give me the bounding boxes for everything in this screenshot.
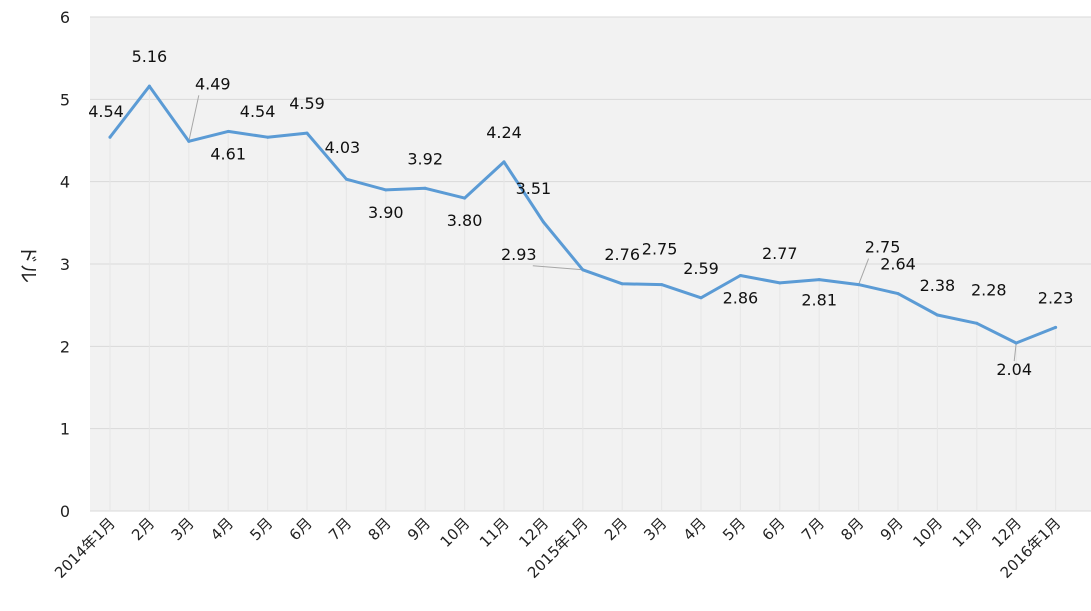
y-axis-label: ドル: [17, 245, 39, 283]
leader-line: [532, 265, 583, 271]
data-label: 3.90: [368, 203, 404, 222]
x-tick-label: 10月: [909, 514, 946, 551]
x-tick-label: 3月: [168, 514, 198, 544]
x-tick-label: 6月: [286, 514, 316, 544]
data-point: [147, 84, 151, 88]
x-tick-label: 9月: [877, 514, 907, 544]
data-label: 2.76: [604, 245, 640, 264]
data-point: [699, 296, 703, 300]
data-label: 2.64: [880, 255, 916, 274]
data-label: 2.75: [865, 238, 901, 257]
data-label: 2.23: [1038, 288, 1074, 307]
x-tick-label: 5月: [246, 514, 276, 544]
data-point: [738, 274, 742, 278]
data-point: [660, 283, 664, 287]
data-label: 4.54: [88, 102, 124, 121]
data-label: 2.04: [996, 360, 1032, 379]
data-label: 3.51: [516, 179, 552, 198]
data-label: 3.92: [407, 149, 443, 168]
data-point: [541, 220, 545, 224]
y-tick-label: 1: [60, 420, 70, 439]
leader-line: [1013, 342, 1017, 362]
data-label: 2.93: [501, 245, 537, 264]
y-tick-label: 5: [60, 90, 70, 109]
data-point: [935, 313, 939, 317]
data-label: 3.80: [447, 211, 483, 230]
data-label: 2.59: [683, 259, 719, 278]
data-point: [857, 283, 861, 287]
x-tick-label: 4月: [680, 514, 710, 544]
data-point: [975, 321, 979, 325]
data-point: [423, 186, 427, 190]
data-label: 2.75: [642, 240, 678, 259]
x-tick-label: 5月: [719, 514, 749, 544]
x-tick-label: 3月: [640, 514, 670, 544]
x-tick-label: 7月: [798, 514, 828, 544]
data-label: 2.38: [920, 276, 956, 295]
data-label: 2.81: [801, 291, 837, 310]
x-tick-label: 8月: [365, 514, 395, 544]
data-point: [305, 131, 309, 135]
leader-line: [858, 258, 870, 285]
data-label: 4.54: [240, 102, 276, 121]
y-tick-label: 6: [60, 8, 70, 27]
data-label: 5.16: [132, 47, 168, 66]
data-label: 4.03: [325, 138, 361, 157]
data-label: 4.24: [486, 123, 522, 142]
y-tick-label: 3: [60, 255, 70, 274]
data-point: [581, 268, 585, 272]
y-tick-label: 2: [60, 337, 70, 356]
data-point: [266, 135, 270, 139]
data-point: [384, 188, 388, 192]
data-point: [817, 278, 821, 282]
data-label: 4.61: [210, 144, 246, 163]
data-point: [1014, 341, 1018, 345]
x-tick-label: 9月: [404, 514, 434, 544]
data-label: 4.49: [195, 74, 231, 93]
x-tick-label: 2月: [128, 514, 158, 544]
x-tick-label: 11月: [949, 514, 986, 551]
x-tick-label: 2014年1月: [51, 514, 119, 582]
data-point: [226, 129, 230, 133]
data-label: 4.59: [289, 94, 325, 113]
y-tick-label: 0: [60, 502, 70, 521]
leader-line: [188, 95, 200, 142]
data-point: [344, 177, 348, 181]
data-label: 2.86: [723, 289, 759, 308]
x-tick-label: 8月: [837, 514, 867, 544]
data-point: [778, 281, 782, 285]
x-tick-label: 6月: [759, 514, 789, 544]
data-point: [187, 139, 191, 143]
data-label: 2.28: [971, 280, 1007, 299]
x-tick-label: 7月: [325, 514, 355, 544]
data-point: [502, 160, 506, 164]
y-tick-label: 4: [60, 173, 70, 192]
data-point: [463, 196, 467, 200]
data-point: [620, 282, 624, 286]
data-point: [108, 135, 112, 139]
data-point: [896, 292, 900, 296]
x-tick-label: 10月: [437, 514, 474, 551]
x-tick-label: 11月: [476, 514, 513, 551]
x-tick-label: 2月: [601, 514, 631, 544]
data-point: [1054, 325, 1058, 329]
x-tick-label: 4月: [207, 514, 237, 544]
data-label: 2.77: [762, 244, 798, 263]
